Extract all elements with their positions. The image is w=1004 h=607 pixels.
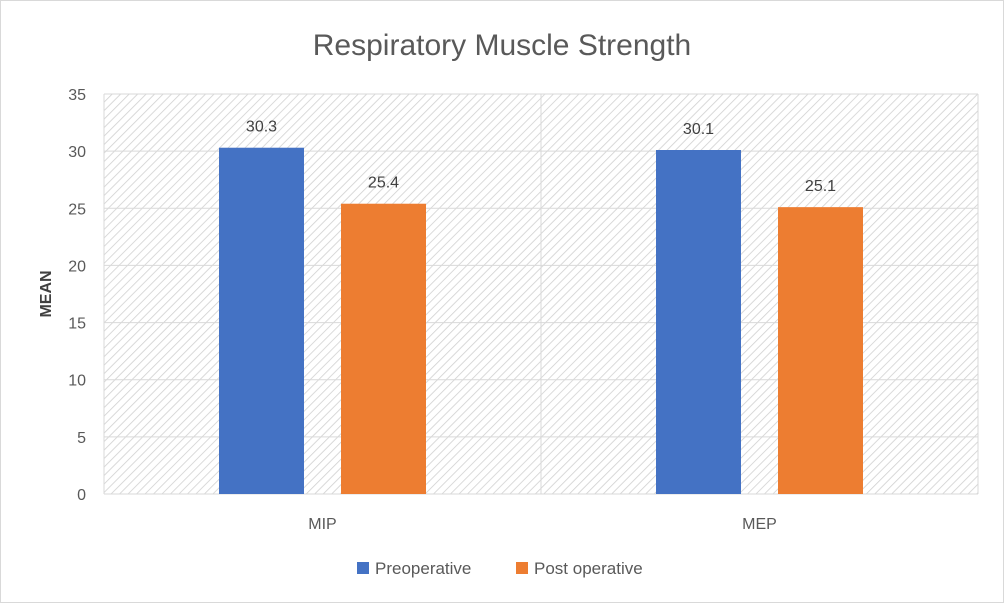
y-tick-label: 25	[68, 201, 86, 218]
bar-preoperative	[656, 150, 741, 494]
data-label: 30.1	[683, 121, 714, 138]
data-labels: 30.3 25.4 30.1 25.1	[246, 119, 836, 195]
bars	[219, 147, 863, 494]
category-label: MEP	[742, 516, 777, 533]
legend-swatch	[516, 562, 528, 574]
category-label: MIP	[308, 516, 336, 533]
data-label: 25.4	[368, 175, 399, 192]
y-tick-label: 35	[68, 87, 86, 104]
bar-post-operative	[778, 207, 863, 494]
y-tick-label: 15	[68, 316, 86, 333]
legend: Preoperative Post operative	[357, 559, 643, 578]
y-tick-label: 10	[68, 373, 86, 390]
data-label: 30.3	[246, 119, 277, 136]
y-tick-label: 20	[68, 258, 86, 275]
chart-title: Respiratory Muscle Strength	[313, 29, 692, 62]
legend-label: Preoperative	[375, 559, 471, 578]
legend-swatch	[357, 562, 369, 574]
y-axis-label: MEAN	[38, 270, 55, 317]
y-tick-label: 0	[77, 487, 86, 504]
legend-label: Post operative	[534, 559, 643, 578]
y-tick-label: 5	[77, 430, 86, 447]
y-tick-label: 30	[68, 144, 86, 161]
data-label: 25.1	[805, 178, 836, 195]
y-axis-ticks: 0 5 10 15 20 25 30 35	[68, 87, 86, 504]
category-labels: MIP MEP	[308, 516, 777, 533]
bar-preoperative	[219, 147, 304, 494]
bar-post-operative	[341, 203, 426, 494]
